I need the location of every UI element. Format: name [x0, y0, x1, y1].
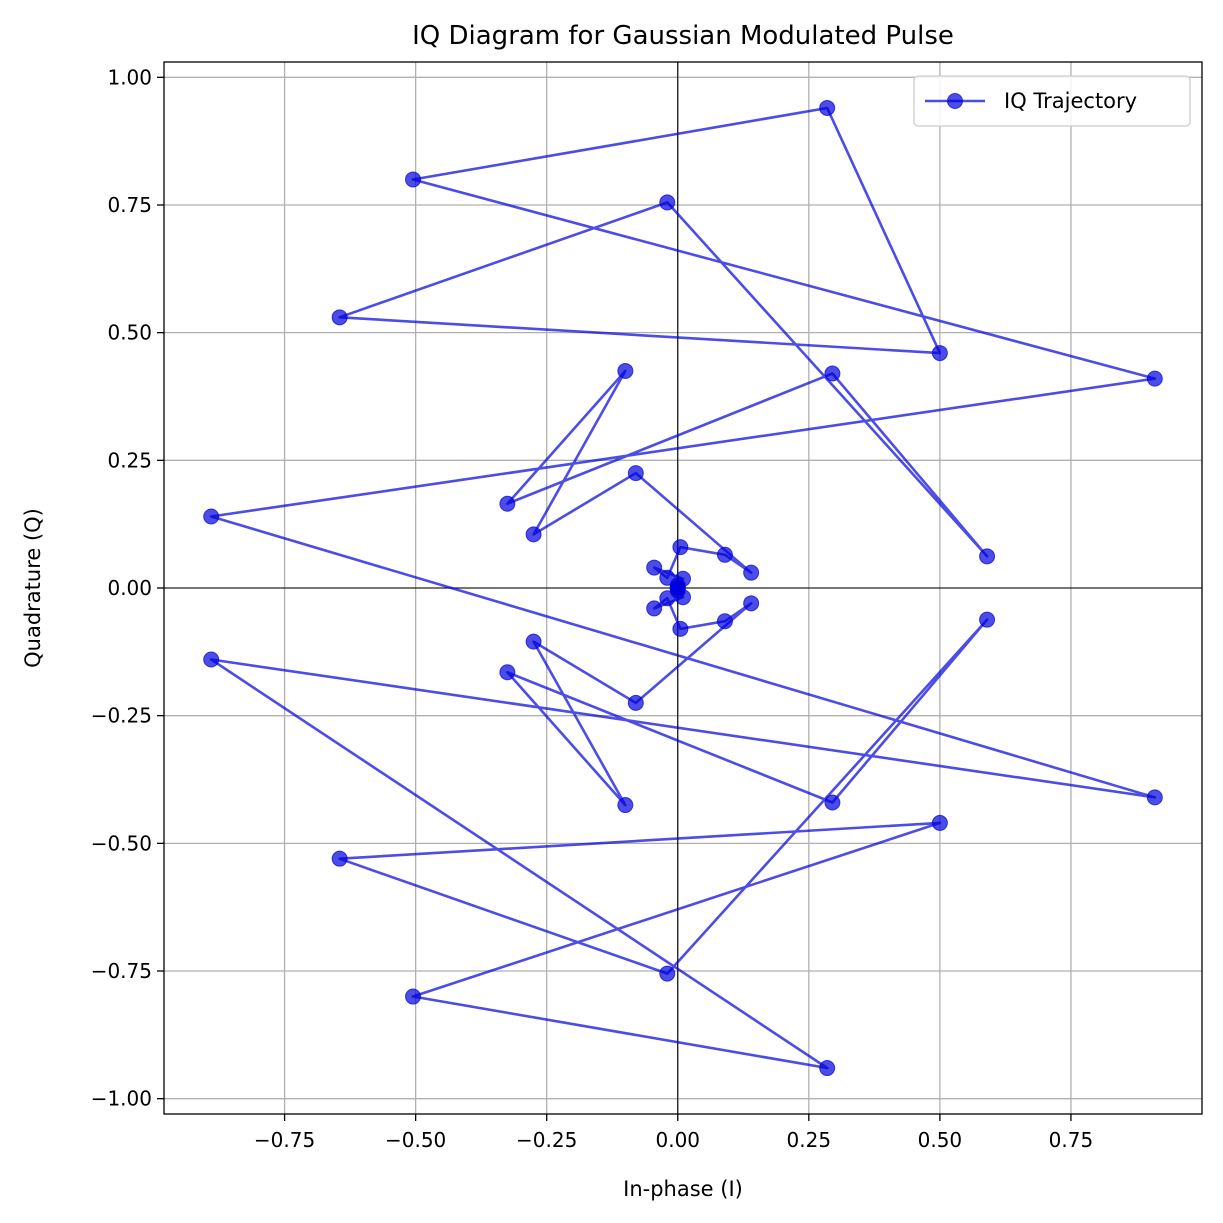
data-point	[743, 564, 760, 581]
data-point	[646, 559, 663, 576]
data-point	[659, 965, 676, 982]
data-point	[405, 988, 422, 1005]
y-tick-label: −0.25	[91, 704, 152, 728]
data-point	[819, 99, 836, 116]
data-point	[203, 651, 220, 668]
data-point	[203, 508, 220, 525]
data-point	[1146, 370, 1163, 387]
y-tick-label: 0.50	[107, 321, 152, 345]
data-point	[331, 850, 348, 867]
data-point	[931, 814, 948, 831]
x-axis-ticks: −0.75 −0.50 −0.25 0.00 0.25 0.50 0.75	[254, 1114, 1093, 1152]
legend-label: IQ Trajectory	[1004, 89, 1137, 113]
data-point	[743, 595, 760, 612]
x-axis-title: In-phase (I)	[623, 1177, 743, 1201]
y-tick-label: −0.75	[91, 959, 152, 983]
x-tick-label: 0.50	[918, 1128, 963, 1152]
y-tick-label: −0.50	[91, 831, 152, 855]
data-point	[499, 664, 516, 681]
data-point	[824, 794, 841, 811]
data-point	[931, 345, 948, 362]
data-point	[659, 194, 676, 211]
data-point	[646, 600, 663, 617]
data-point	[1146, 789, 1163, 806]
data-point	[669, 580, 686, 596]
y-tick-label: −1.00	[91, 1087, 152, 1111]
x-tick-label: −0.50	[385, 1128, 446, 1152]
data-point	[525, 526, 542, 543]
legend-box	[913, 75, 1191, 127]
data-point	[617, 362, 634, 379]
data-point	[979, 548, 996, 565]
x-tick-label: 0.00	[655, 1128, 700, 1152]
data-point	[499, 495, 516, 512]
data-point	[525, 633, 542, 650]
chart-title: IQ Diagram for Gaussian Modulated Pulse	[412, 21, 954, 51]
y-tick-label: 0.00	[107, 576, 152, 600]
data-point	[672, 539, 689, 556]
data-point	[331, 309, 348, 326]
y-axis-title: Quadrature (Q)	[21, 508, 45, 668]
y-tick-label: 0.75	[107, 193, 152, 217]
x-tick-label: 0.25	[787, 1128, 832, 1152]
data-point	[617, 797, 634, 814]
data-point	[659, 569, 676, 586]
x-tick-label: −0.75	[254, 1128, 315, 1152]
data-point	[716, 546, 733, 563]
legend-marker-swatch	[947, 93, 963, 109]
y-axis-ticks: −1.00 −0.75 −0.50 −0.25 0.00 0.25 0.50 0.75 1.00	[91, 65, 164, 1111]
data-point	[627, 465, 644, 482]
data-point	[672, 620, 689, 637]
x-tick-label: −0.25	[516, 1128, 577, 1152]
legend: IQ Trajectory	[913, 75, 1191, 127]
y-tick-label: 1.00	[107, 65, 152, 89]
data-point	[979, 611, 996, 628]
data-point	[824, 365, 841, 382]
data-point	[819, 1060, 836, 1077]
x-tick-label: 0.75	[1049, 1128, 1094, 1152]
data-point	[716, 613, 733, 630]
data-point	[627, 694, 644, 711]
series-layer	[203, 99, 1163, 1077]
y-tick-label: 0.25	[107, 448, 152, 472]
data-point	[405, 171, 422, 188]
